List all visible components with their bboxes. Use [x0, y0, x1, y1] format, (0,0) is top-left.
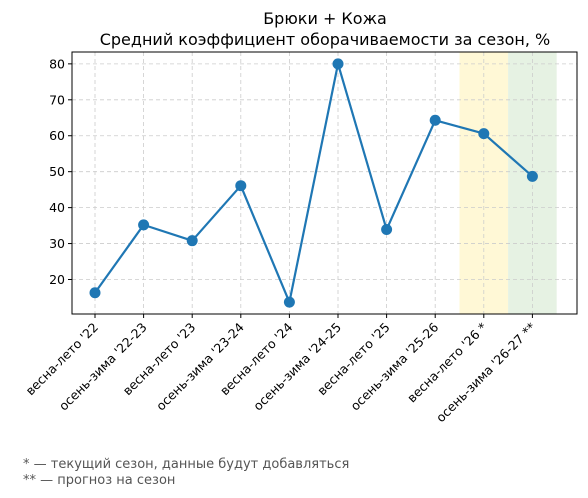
data-point-10	[526, 170, 538, 182]
x-tick-label: осень-зима '26-27 **	[433, 320, 539, 426]
data-point-1	[89, 287, 101, 299]
highlight-band-2	[508, 52, 557, 314]
y-tick-label: 30	[49, 236, 65, 251]
data-point-9	[478, 128, 490, 140]
data-point-8	[429, 114, 441, 126]
series-line	[94, 62, 534, 304]
y-tick-label: 70	[49, 92, 65, 107]
data-point-4	[235, 180, 247, 192]
x-tick-label: осень-зима '23-24	[153, 319, 247, 413]
highlight-band-1	[459, 52, 509, 314]
chart-title: Брюки + Кожа	[263, 9, 387, 28]
grid-lines	[72, 52, 577, 314]
series	[89, 58, 538, 308]
y-tick-label: 40	[49, 200, 65, 215]
plot-frame	[71, 51, 578, 315]
y-tick-label: 20	[49, 272, 65, 287]
footnote-forecast: ** — прогноз на сезон	[23, 473, 176, 488]
x-tick-label: осень-зима '22-23	[56, 320, 150, 414]
x-tick-label: осень-зима '25-26	[347, 319, 441, 413]
y-tick-label: 60	[49, 128, 65, 143]
y-tick-label: 80	[49, 56, 65, 71]
data-point-7	[381, 224, 393, 236]
season-highlights	[459, 52, 557, 314]
data-point-2	[138, 219, 150, 231]
data-point-3	[186, 235, 198, 247]
data-point-6	[332, 58, 344, 70]
y-tick-label: 50	[49, 164, 65, 179]
x-tick-label: осень-зима '24-25	[250, 320, 344, 414]
data-point-5	[283, 296, 295, 308]
y-axis: 20 30 40 50 60 70 80	[49, 56, 72, 287]
chart-subtitle: Средний коэффициент оборачиваемости за с…	[100, 30, 551, 49]
footnote-current-season: * — текущий сезон, данные будут добавлят…	[23, 457, 350, 472]
